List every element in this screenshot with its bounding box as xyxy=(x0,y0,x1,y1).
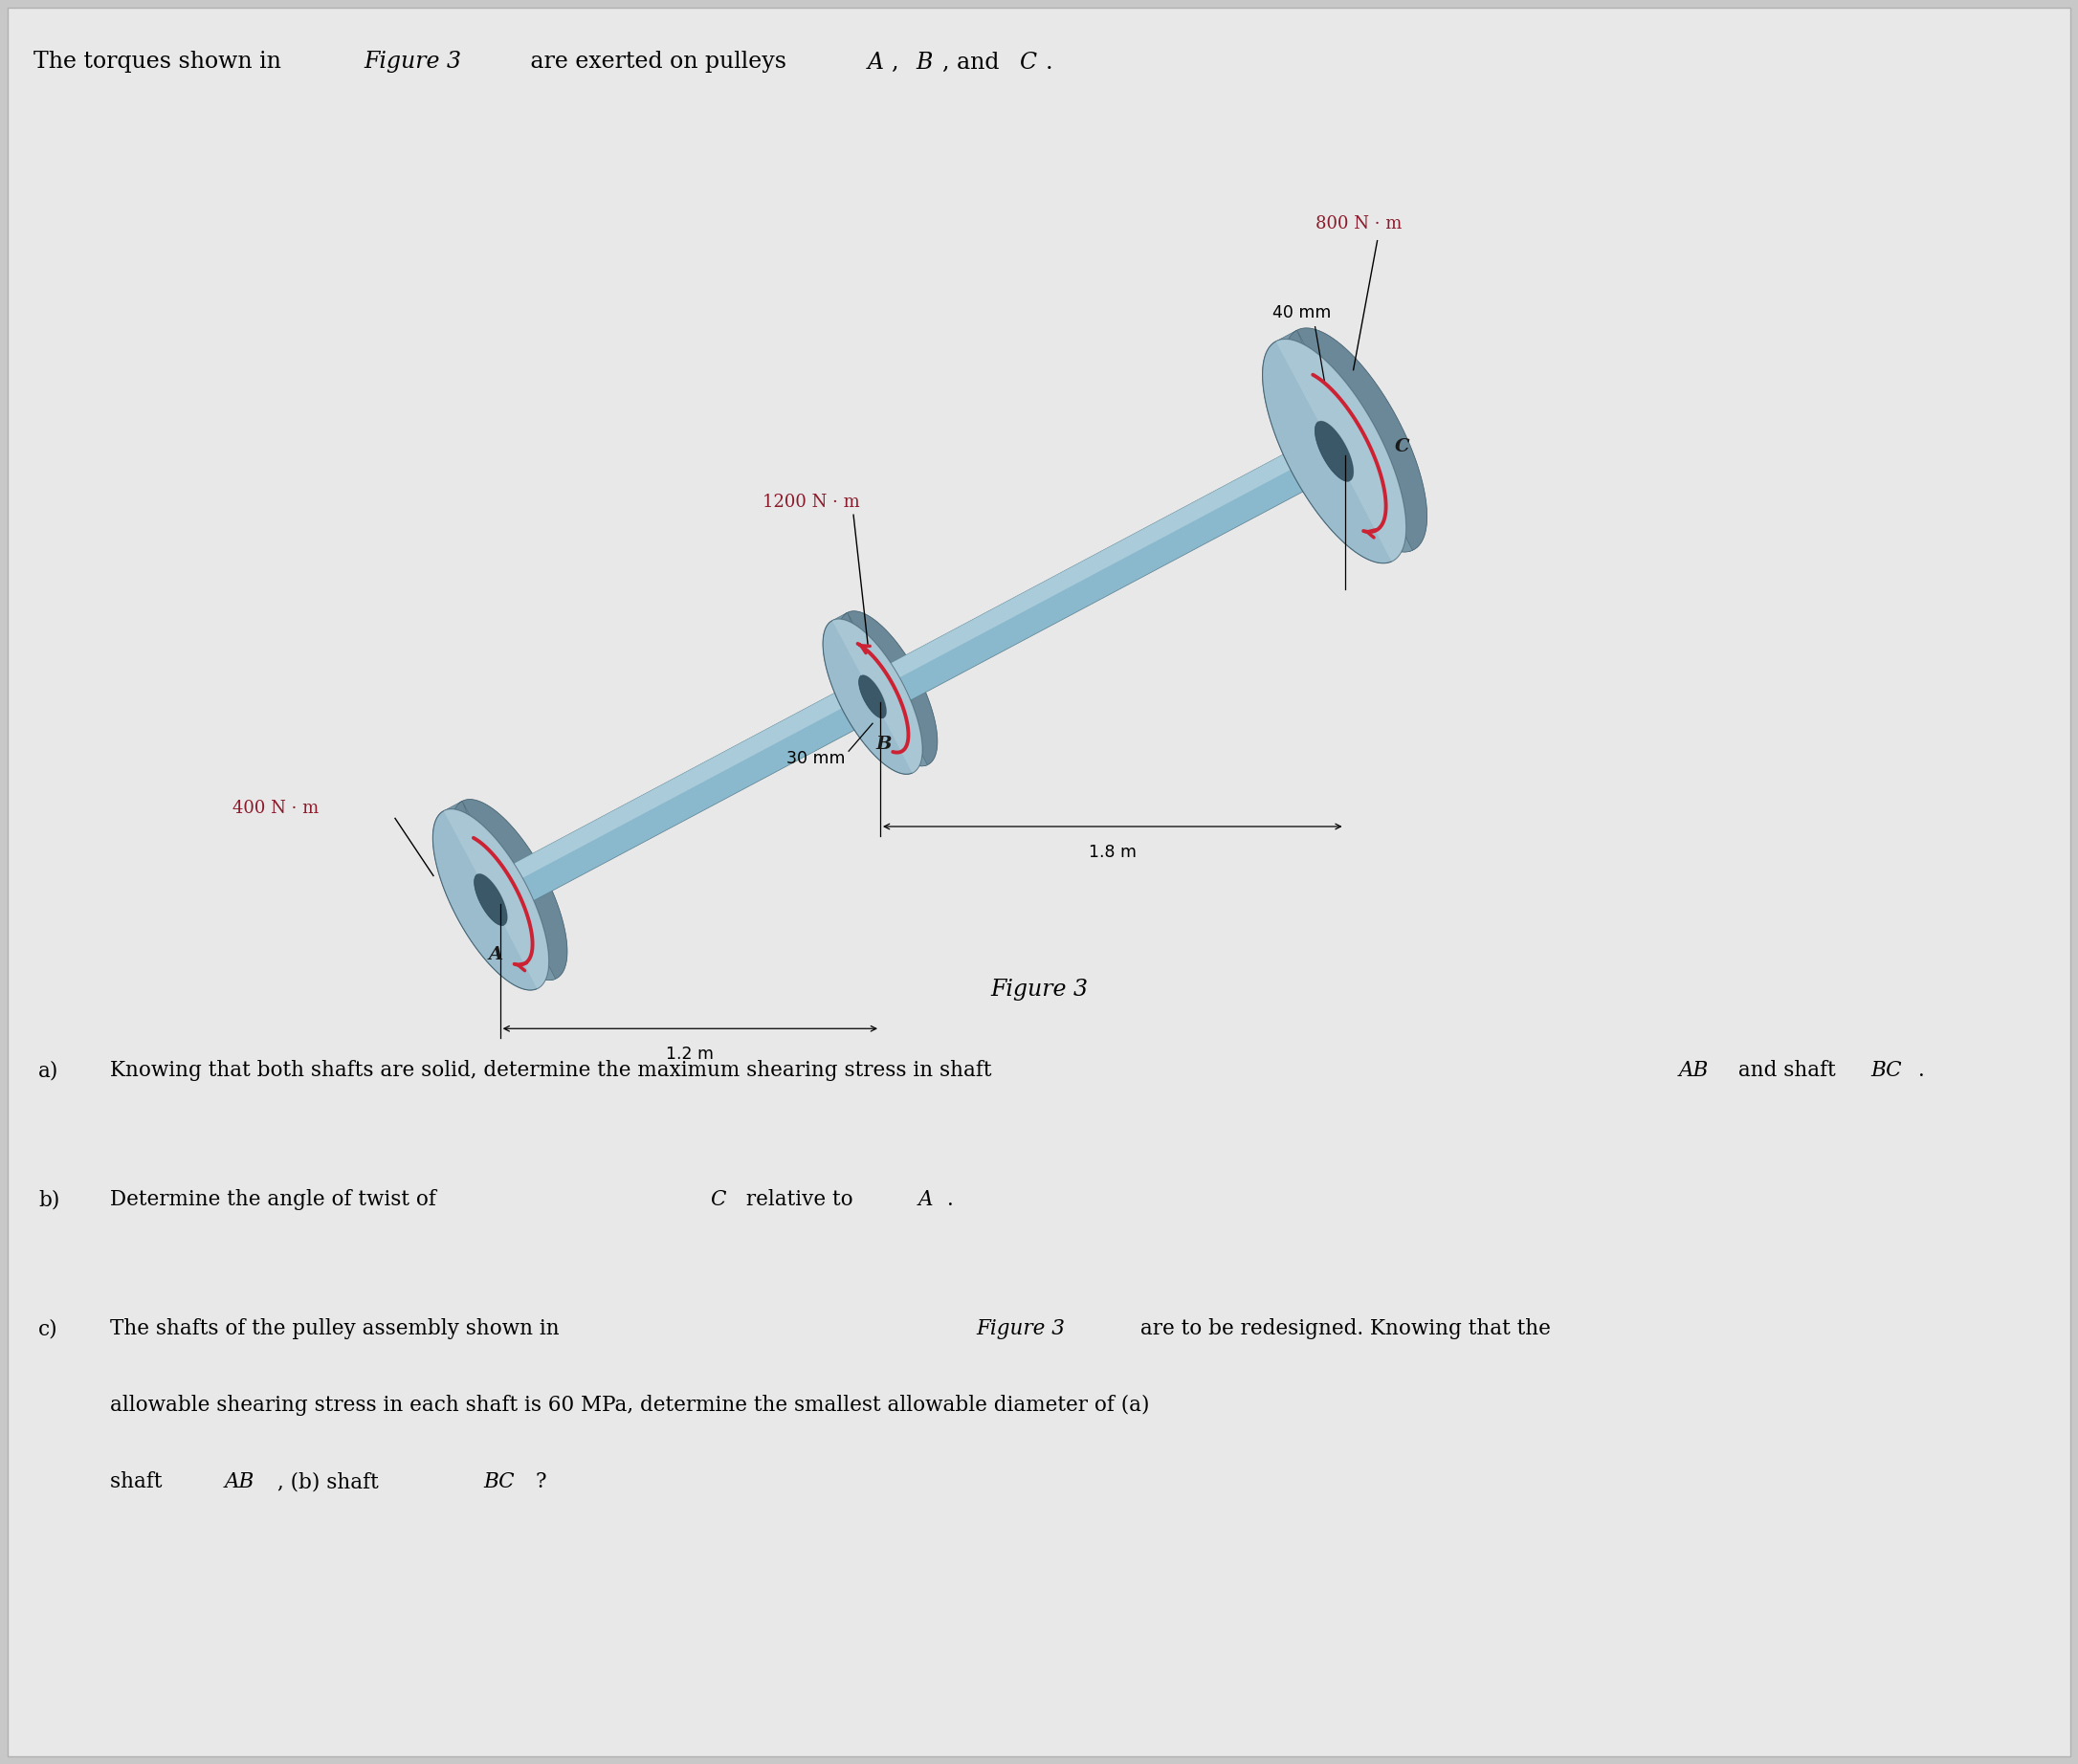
Text: A: A xyxy=(918,1189,933,1210)
Text: 1200 N · m: 1200 N · m xyxy=(763,494,860,512)
Text: and shaft: and shaft xyxy=(1731,1060,1843,1081)
Polygon shape xyxy=(875,667,902,711)
Text: c): c) xyxy=(37,1318,58,1339)
Text: 30 mm: 30 mm xyxy=(785,750,846,767)
Text: The torques shown in: The torques shown in xyxy=(33,51,289,72)
Text: ,: , xyxy=(891,51,906,72)
Polygon shape xyxy=(482,413,1380,917)
Polygon shape xyxy=(492,864,526,916)
Polygon shape xyxy=(1315,422,1353,482)
Polygon shape xyxy=(474,864,522,926)
Polygon shape xyxy=(1284,328,1428,552)
Text: C: C xyxy=(711,1189,725,1210)
Text: b): b) xyxy=(37,1189,60,1210)
Text: , and: , and xyxy=(941,51,1006,72)
Polygon shape xyxy=(1263,330,1413,563)
Text: AB: AB xyxy=(224,1471,256,1492)
Polygon shape xyxy=(1336,409,1376,471)
Text: A: A xyxy=(488,946,503,963)
Text: relative to: relative to xyxy=(740,1189,860,1210)
Polygon shape xyxy=(858,676,887,718)
Polygon shape xyxy=(823,612,927,774)
Polygon shape xyxy=(837,610,937,766)
Text: Figure 3: Figure 3 xyxy=(977,1318,1064,1339)
Polygon shape xyxy=(858,667,900,718)
Polygon shape xyxy=(831,619,923,773)
Text: allowable shearing stress in each shaft is 60 MPa, determine the smallest allowa: allowable shearing stress in each shaft … xyxy=(110,1395,1149,1416)
Polygon shape xyxy=(451,799,567,981)
Text: a): a) xyxy=(37,1060,58,1081)
Polygon shape xyxy=(482,413,1367,896)
Text: shaft: shaft xyxy=(110,1471,168,1492)
Polygon shape xyxy=(432,810,549,990)
Text: B: B xyxy=(916,51,933,72)
Text: 400 N · m: 400 N · m xyxy=(233,801,318,817)
Text: ?: ? xyxy=(536,1471,547,1492)
Text: Figure 3: Figure 3 xyxy=(364,51,461,72)
Text: 40 mm: 40 mm xyxy=(1272,303,1330,321)
Text: 1.2 m: 1.2 m xyxy=(667,1046,715,1064)
Text: are exerted on pulleys: are exerted on pulleys xyxy=(524,51,794,72)
Text: C: C xyxy=(1018,51,1037,72)
Text: 800 N · m: 800 N · m xyxy=(1315,215,1401,233)
Polygon shape xyxy=(474,873,507,926)
Polygon shape xyxy=(1263,339,1407,563)
Text: B: B xyxy=(877,736,891,753)
Text: BC: BC xyxy=(484,1471,515,1492)
Text: .: . xyxy=(1918,1060,1924,1081)
Text: .: . xyxy=(1045,51,1054,72)
Text: Knowing that both shafts are solid, determine the maximum shearing stress in sha: Knowing that both shafts are solid, dete… xyxy=(110,1060,997,1081)
Text: 1.8 m: 1.8 m xyxy=(1089,843,1137,861)
Polygon shape xyxy=(823,619,923,774)
Text: are to be redesigned. Knowing that the: are to be redesigned. Knowing that the xyxy=(1135,1318,1550,1339)
Text: C: C xyxy=(1394,437,1411,455)
Text: Figure 3: Figure 3 xyxy=(991,979,1087,1000)
Text: The shafts of the pulley assembly shown in: The shafts of the pulley assembly shown … xyxy=(110,1318,565,1339)
FancyBboxPatch shape xyxy=(8,7,2070,1757)
Text: , (b) shaft: , (b) shaft xyxy=(278,1471,384,1492)
Polygon shape xyxy=(443,810,549,990)
Polygon shape xyxy=(1276,339,1407,561)
Text: BC: BC xyxy=(1870,1060,1901,1081)
Polygon shape xyxy=(1315,411,1371,482)
Polygon shape xyxy=(432,801,555,990)
Text: .: . xyxy=(948,1189,954,1210)
Text: Determine the angle of twist of: Determine the angle of twist of xyxy=(110,1189,443,1210)
Text: AB: AB xyxy=(1679,1060,1708,1081)
Text: A: A xyxy=(869,51,883,72)
